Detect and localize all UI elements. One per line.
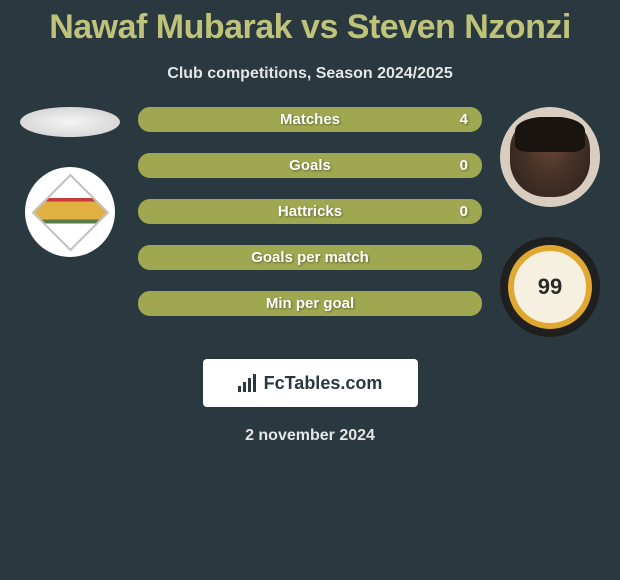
- stat-value: 4: [460, 111, 468, 128]
- stat-bar-matches: Matches 4: [138, 107, 482, 132]
- stat-label: Goals: [289, 157, 331, 174]
- date-text: 2 november 2024: [0, 427, 620, 445]
- brand-text: FcTables.com: [264, 373, 383, 394]
- right-column: [490, 107, 610, 337]
- stat-label: Goals per match: [251, 249, 369, 266]
- player2-club-logo: [500, 237, 600, 337]
- stat-value: 0: [460, 157, 468, 174]
- player1-club-logo: [25, 167, 115, 257]
- stat-bar-goals-per-match: Goals per match: [138, 245, 482, 270]
- stat-bar-min-per-goal: Min per goal: [138, 291, 482, 316]
- stat-bar-hattricks: Hattricks 0: [138, 199, 482, 224]
- left-column: [10, 107, 130, 337]
- stat-label: Hattricks: [278, 203, 342, 220]
- player2-avatar: [500, 107, 600, 207]
- comparison-row: Matches 4 Goals 0 Hattricks 0 Goals per …: [0, 107, 620, 337]
- brand-logo: FcTables.com: [203, 359, 418, 407]
- page-title: Nawaf Mubarak vs Steven Nzonzi: [0, 0, 620, 47]
- chart-icon: [238, 374, 258, 392]
- stat-bar-goals: Goals 0: [138, 153, 482, 178]
- page-subtitle: Club competitions, Season 2024/2025: [0, 65, 620, 83]
- stat-label: Matches: [280, 111, 340, 128]
- stat-label: Min per goal: [266, 295, 354, 312]
- stat-value: 0: [460, 203, 468, 220]
- stats-column: Matches 4 Goals 0 Hattricks 0 Goals per …: [130, 107, 490, 337]
- player1-avatar-placeholder: [20, 107, 120, 137]
